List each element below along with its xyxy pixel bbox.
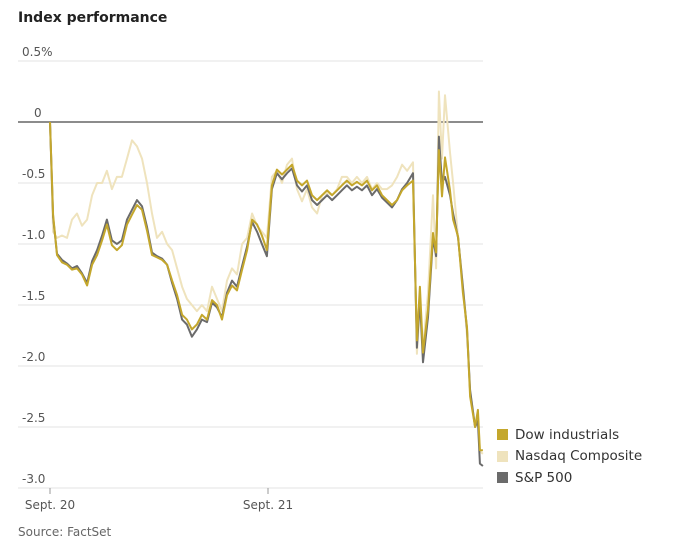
- x-axis: Sept. 20 Sept. 21: [25, 488, 293, 512]
- y-tick-label: 0.5%: [22, 45, 53, 59]
- series-s-p-500: [49, 121, 484, 467]
- y-tick-label: 0: [34, 106, 42, 120]
- y-tick-label: -0.5: [22, 167, 45, 181]
- series-lines: [49, 90, 484, 467]
- legend-item-sp500: S&P 500: [497, 467, 642, 489]
- y-tick-label: -1.0: [22, 228, 45, 242]
- x-tick-label: Sept. 21: [243, 498, 293, 512]
- legend: Dow industrials Nasdaq Composite S&P 500: [497, 424, 642, 489]
- series-dow-industrials: [49, 121, 483, 452]
- y-tick-label: -2.0: [22, 350, 45, 364]
- legend-item-dow: Dow industrials: [497, 424, 642, 446]
- y-tick-label: -2.5: [22, 411, 45, 425]
- chart-title: Index performance: [18, 10, 168, 26]
- legend-swatch: [497, 450, 508, 462]
- gridlines: 0.5% 0 -0.5 -1.0 -1.5 -2.0 -2.5 -3.0: [18, 45, 483, 489]
- series-nasdaq-composite: [49, 90, 484, 455]
- y-tick-label: -3.0: [22, 472, 45, 486]
- legend-item-nasdaq: Nasdaq Composite: [497, 446, 642, 468]
- y-tick-label: -1.5: [22, 289, 45, 303]
- legend-swatch: [497, 472, 508, 484]
- legend-swatch: [497, 429, 508, 441]
- x-tick-label: Sept. 20: [25, 498, 75, 512]
- source-note: Source: FactSet: [18, 525, 112, 539]
